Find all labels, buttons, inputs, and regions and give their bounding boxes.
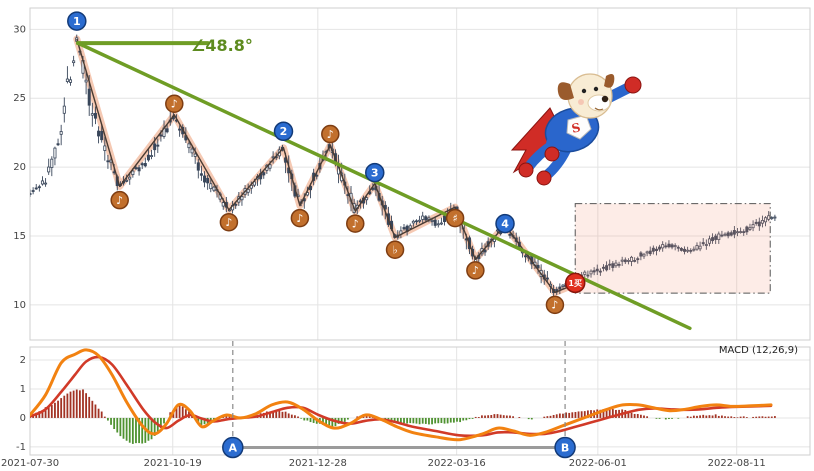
wave-number-marker-3[interactable]: 3: [365, 162, 385, 183]
svg-text:30: 30: [13, 24, 26, 35]
wave-number-marker-1[interactable]: 1: [67, 11, 87, 31]
trendline: [76, 41, 692, 331]
svg-text:0: 0: [20, 413, 26, 424]
svg-text:2021-10-19: 2021-10-19: [144, 458, 202, 469]
svg-text:♪: ♪: [116, 194, 123, 207]
axis-labels: 10 15 20 25 30 -1 0 1 2 2021-07-30 2021-10-19 2021-…: [1, 24, 766, 469]
svg-text:10: 10: [13, 300, 26, 311]
pivot-note-marker[interactable]: ♭: [385, 240, 405, 260]
svg-text:♭: ♭: [392, 244, 397, 257]
svg-text:-1: -1: [16, 442, 26, 453]
svg-text:1买: 1买: [568, 279, 582, 288]
ab-marker-B[interactable]: B: [554, 436, 576, 459]
pivot-note-marker[interactable]: ♪: [346, 214, 365, 233]
pivot-note-marker[interactable]: ♯: [445, 208, 465, 228]
svg-text:B: B: [561, 441, 569, 454]
wave-number-marker-4[interactable]: 4: [495, 213, 515, 234]
macd-indicator-label: MACD (12,26,9): [718, 345, 798, 356]
pivot-note-marker[interactable]: ♪: [545, 295, 565, 315]
svg-text:3: 3: [371, 166, 379, 179]
dea-line: [30, 355, 773, 438]
macd-panel: [30, 348, 776, 444]
pivot-note-marker[interactable]: ♪: [110, 190, 129, 210]
svg-text:1: 1: [20, 384, 26, 395]
ab-marker-A[interactable]: A: [222, 436, 244, 459]
svg-text:2: 2: [280, 125, 288, 138]
svg-text:♪: ♪: [171, 98, 178, 111]
svg-text:2: 2: [20, 355, 26, 366]
svg-text:♪: ♪: [225, 216, 232, 229]
svg-text:2022-08-11: 2022-08-11: [708, 458, 766, 469]
svg-text:2022-03-16: 2022-03-16: [428, 458, 486, 469]
pivot-note-marker[interactable]: ♪: [219, 212, 239, 232]
forecast-highlight-box: [574, 203, 771, 294]
svg-text:4: 4: [501, 217, 509, 230]
pivot-note-marker[interactable]: ♪: [321, 124, 340, 144]
wave-number-marker-2[interactable]: 2: [273, 121, 294, 142]
pivot-note-marker[interactable]: ♪: [466, 261, 485, 280]
dif-line: [30, 348, 773, 442]
svg-text:A: A: [229, 441, 238, 454]
mascot-head: [557, 73, 615, 119]
svg-text:20: 20: [13, 162, 26, 173]
pivot-note-marker[interactable]: ♪: [290, 208, 310, 228]
trendline-angle-label: ∠48.8°: [191, 36, 253, 55]
svg-text:♪: ♪: [327, 128, 334, 141]
svg-text:♯: ♯: [452, 212, 457, 225]
svg-text:2021-07-30: 2021-07-30: [1, 458, 59, 469]
superdog-mascot-image: S: [510, 73, 642, 186]
buy-signal-marker[interactable]: 1买: [564, 272, 586, 294]
mascot-torso: S: [544, 107, 600, 162]
svg-text:25: 25: [13, 93, 26, 104]
svg-text:15: 15: [13, 231, 26, 242]
svg-text:2022-06-01: 2022-06-01: [569, 458, 627, 469]
svg-text:♪: ♪: [551, 299, 558, 312]
svg-text:♪: ♪: [352, 217, 359, 230]
svg-text:♪: ♪: [472, 264, 479, 277]
svg-text:1: 1: [73, 15, 81, 28]
pivot-note-marker[interactable]: ♪: [165, 94, 184, 113]
svg-text:♪: ♪: [296, 212, 303, 225]
svg-text:S: S: [570, 120, 581, 135]
svg-text:2021-12-28: 2021-12-28: [289, 458, 347, 469]
